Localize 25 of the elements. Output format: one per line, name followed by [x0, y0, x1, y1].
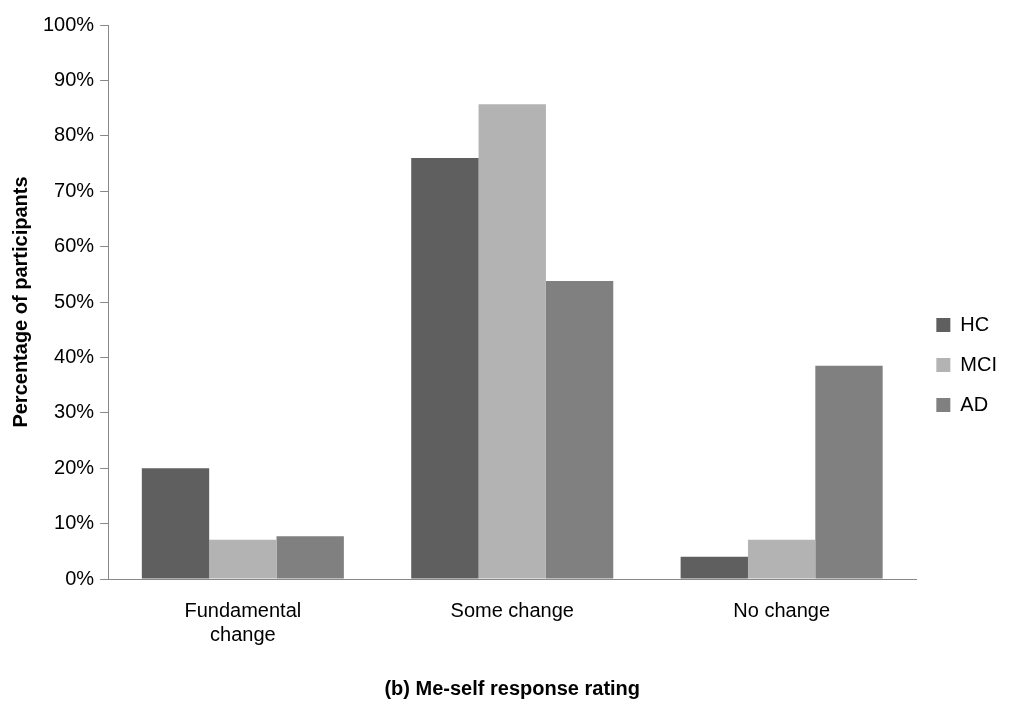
bar: [411, 157, 479, 579]
y-tick-label: 90%: [54, 67, 95, 90]
bar: [478, 104, 546, 579]
bar: [680, 556, 748, 579]
y-tick-label: 0%: [65, 566, 95, 589]
y-tick-label: 30%: [54, 400, 95, 423]
y-tick-label: 60%: [54, 234, 95, 257]
x-axis-title: (b) Me-self response rating: [384, 676, 641, 699]
bar: [209, 539, 277, 579]
y-tick-label: 50%: [54, 289, 95, 312]
y-tick-label: 10%: [54, 511, 95, 534]
x-tick-label: Some change: [450, 598, 574, 621]
legend-label: HC: [960, 312, 990, 335]
legend-label: AD: [960, 392, 989, 415]
legend-label: MCI: [960, 352, 998, 375]
y-tick-label: 80%: [54, 123, 95, 146]
y-tick-label: 70%: [54, 178, 95, 201]
y-axis-title: Percentage of participants: [8, 176, 31, 428]
y-tick-label: 100%: [43, 12, 95, 35]
x-tick-label: No change: [733, 598, 831, 621]
bar: [141, 468, 210, 579]
y-tick-label: 40%: [54, 344, 95, 367]
x-tick-label: Fundamental change: [184, 598, 302, 645]
bar: [747, 539, 816, 579]
y-tick-label: 20%: [54, 455, 95, 478]
